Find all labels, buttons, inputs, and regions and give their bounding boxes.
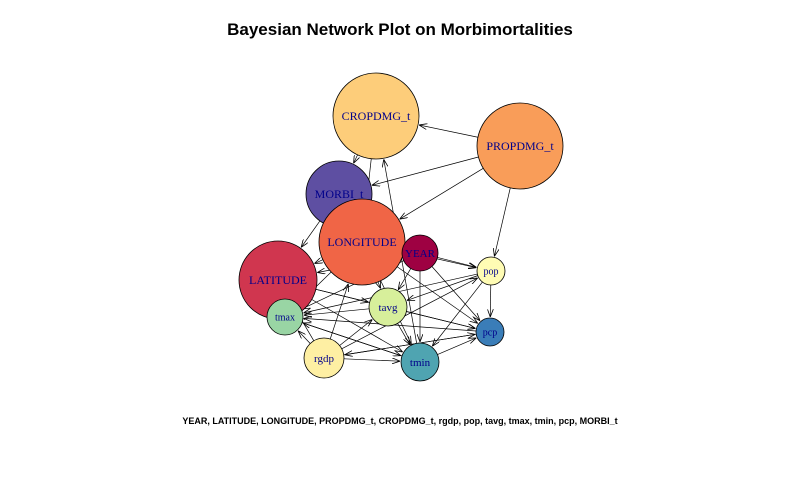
node-label: tmin (410, 357, 431, 369)
node-longitude: LONGITUDE (318, 198, 406, 286)
edge-cropdmg_t-to-morbi_t (354, 154, 358, 163)
node-circle (401, 234, 439, 272)
node-circle (475, 317, 505, 347)
edge-year-to-pop (437, 257, 476, 267)
node-label: PROPDMG_t (486, 139, 554, 153)
node-layer: CROPDMG_t PROPDMG_t MORBI_t LONGITUDE YEAR LA… (238, 72, 564, 382)
edge-rgdp-to-longitude (329, 284, 348, 340)
node-label: tmax (275, 313, 295, 324)
edge-tavg-to-tmin (397, 323, 410, 344)
node-year: YEAR (401, 234, 439, 272)
node-label: LONGITUDE (327, 235, 396, 249)
node-label: pop (484, 267, 499, 278)
node-label: tavg (379, 302, 398, 314)
edge-layer (281, 125, 511, 361)
edge-longitude-to-tavg (378, 282, 381, 289)
node-circle (303, 337, 345, 379)
node-circle (476, 256, 506, 286)
edge-tavg-to-pcp (406, 311, 475, 329)
edge-tmin-to-pcp (437, 338, 476, 355)
edge-rgdp-to-tavg (339, 319, 373, 346)
variable-list: YEAR, LATITUDE, LONGITUDE, PROPDMG_t, CR… (182, 416, 618, 426)
node-circle (318, 198, 406, 286)
edge-longitude-to-pcp (396, 266, 478, 324)
edge-propdmg_t-to-cropdmg_t (419, 125, 478, 138)
node-label: LATITUDE (249, 273, 307, 287)
node-circle (266, 298, 304, 336)
diagram-title: Bayesian Network Plot on Morbimortalitie… (227, 20, 573, 39)
edge-rgdp-to-tmax (298, 331, 311, 344)
node-label: pcp (483, 328, 497, 339)
node-label: YEAR (405, 248, 436, 260)
edge-pop-to-tmin (432, 281, 483, 346)
node-propdmg-t: PROPDMG_t (476, 102, 564, 190)
edge-propdmg_t-to-longitude (400, 168, 484, 219)
edge-pcp-to-rgdp (345, 333, 477, 355)
node-circle (332, 72, 420, 160)
node-label: CROPDMG_t (342, 109, 411, 123)
node-circle (476, 102, 564, 190)
edge-pop-to-pcp (490, 284, 491, 317)
node-label: rgdp (314, 353, 334, 365)
edge-propdmg_t-to-morbi_t (372, 156, 479, 185)
node-circle (368, 287, 408, 327)
node-tavg: tavg (368, 287, 408, 327)
node-pcp: pcp (475, 317, 505, 347)
edge-morbi_t-to-latitude (301, 220, 321, 247)
edge-rgdp-to-pop (341, 278, 478, 350)
edge-propdmg_t-to-pop (494, 187, 511, 257)
node-cropdmg-t: CROPDMG_t (332, 72, 420, 160)
edge-tavg-to-tmax (304, 308, 370, 315)
node-label: MORBI_t (315, 187, 364, 201)
node-circle (400, 342, 440, 382)
edge-rgdp-to-tmin (343, 359, 400, 361)
node-pop: pop (476, 256, 506, 286)
edge-longitude-to-latitude (314, 260, 322, 264)
edge-year-to-pcp (431, 266, 480, 320)
node-latitude: LATITUDE (238, 240, 318, 320)
node-rgdp: rgdp (303, 337, 345, 379)
edge-year-to-tavg (398, 268, 412, 289)
edge-latitude-to-tmin (311, 299, 403, 352)
node-tmax: tmax (266, 298, 304, 336)
node-tmin: tmin (400, 342, 440, 382)
edge-pop-to-tavg (407, 275, 478, 301)
edge-tmax-to-tmin (301, 322, 401, 356)
